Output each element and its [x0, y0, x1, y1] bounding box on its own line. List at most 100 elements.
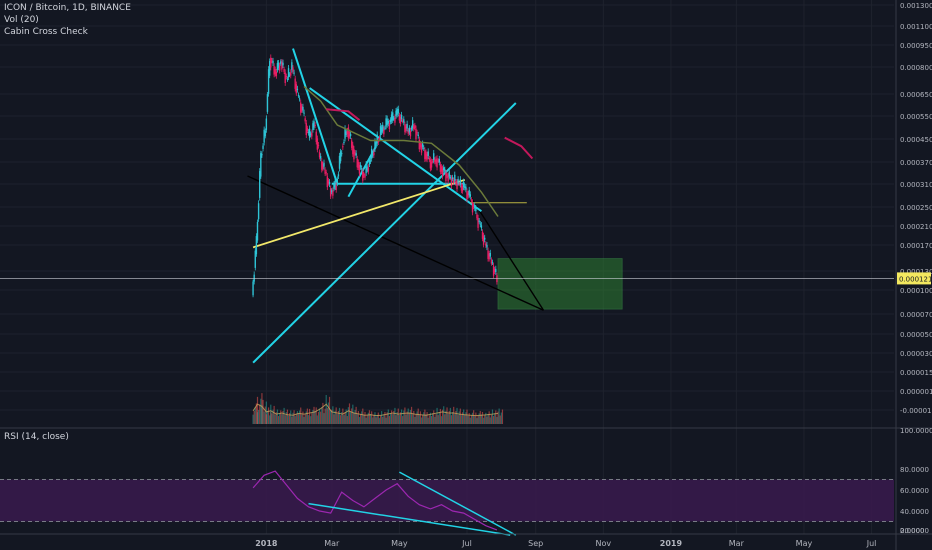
candle-body [283, 68, 285, 72]
candle-body [414, 124, 416, 129]
candle-body [392, 112, 394, 121]
candle-body [272, 60, 274, 64]
volume-bar [368, 410, 371, 424]
candle-body [491, 262, 494, 264]
volume-bar [269, 415, 271, 424]
candle-body [410, 127, 413, 130]
candle-body [395, 110, 397, 117]
candle-body [372, 154, 374, 156]
candle-body [431, 161, 434, 163]
candle-body [470, 199, 473, 201]
candle-body [285, 76, 288, 78]
volume-ma-line [252, 403, 499, 417]
volume-bar [497, 411, 499, 424]
volume-bar [259, 404, 261, 424]
candle-body [408, 127, 411, 133]
candle-body [446, 174, 448, 177]
volume-bar [437, 415, 439, 424]
candle-body [438, 158, 440, 163]
candle-body [314, 124, 316, 126]
indicator-legend[interactable]: Cabin Cross Check [4, 27, 88, 37]
candle-body [329, 188, 332, 197]
candle-body [317, 145, 320, 147]
candle-body [296, 88, 299, 90]
candle-body [364, 175, 366, 178]
volume-bar [396, 412, 398, 424]
candle-body [440, 166, 443, 172]
rsi-pane[interactable] [0, 470, 894, 536]
price-series[interactable] [252, 54, 534, 298]
volume-bar [398, 415, 400, 424]
y-tick-label: 0.0000010 [900, 388, 932, 396]
volume-bar [302, 411, 304, 424]
volume-bar [354, 409, 356, 424]
candle-body [305, 123, 307, 136]
rsi-legend[interactable]: RSI (14, close) [4, 432, 69, 442]
volume-bar [371, 411, 373, 424]
candle-body [428, 157, 431, 160]
trendline-cyan [292, 48, 339, 185]
candle-body [386, 118, 388, 125]
trendline-cyan [252, 102, 517, 364]
candle-body [363, 173, 365, 176]
volume-bar [340, 415, 342, 424]
volume-bar [384, 411, 386, 424]
candle-body [333, 183, 335, 189]
candle-body [303, 112, 305, 114]
rsi-trendline-cyan [308, 502, 511, 536]
volume-bars [252, 393, 504, 424]
chart-title[interactable]: ICON / Bitcoin, 1D, BINANCE [4, 3, 131, 13]
candle-body [349, 133, 352, 137]
x-tick-label: Sep [528, 539, 543, 548]
volume-bar [253, 410, 255, 424]
volume-bar [473, 410, 475, 424]
volume-bar [365, 417, 367, 424]
candle-body [411, 120, 414, 128]
rsi-tick-label: 80.0000 [900, 466, 929, 474]
volume-bar [313, 406, 315, 424]
candle-body [427, 151, 429, 156]
volume-bar [344, 412, 346, 424]
volume-bar [485, 412, 487, 424]
volume-bar [311, 413, 313, 424]
candle-body [306, 128, 309, 132]
candle-body [370, 148, 373, 159]
candle-body [260, 153, 262, 177]
candle-body [326, 176, 329, 188]
candle-body [418, 139, 421, 150]
volume-bar [341, 412, 343, 424]
volume-bar [274, 414, 276, 424]
volume-bar [450, 415, 453, 424]
candle-body [398, 115, 401, 121]
candle-body [274, 69, 276, 75]
volume-bar [415, 414, 417, 424]
drawing-layer[interactable] [247, 48, 623, 364]
candle-body [436, 158, 438, 168]
volume-bar [443, 406, 445, 424]
candle-body [455, 181, 457, 184]
volume-bar [412, 414, 414, 424]
volume-bar [333, 414, 335, 424]
volume-bar [310, 416, 312, 424]
rsi-tick-label: 0.0000 [900, 527, 925, 535]
candle-body [420, 145, 423, 153]
volume-bar [422, 414, 424, 424]
volume-bar [304, 414, 306, 424]
volume-bar [280, 410, 282, 424]
volume-bar [342, 408, 344, 424]
volume-bar [377, 412, 379, 424]
volume-bar [386, 412, 388, 424]
volume-bar [406, 411, 408, 424]
volume-bar [449, 407, 451, 424]
volume-legend[interactable]: Vol (20) [4, 15, 39, 25]
candle-body [425, 152, 427, 159]
candle-body [266, 94, 269, 112]
volume-bar [323, 413, 325, 424]
volume-bar [366, 415, 368, 424]
volume-bar [501, 409, 504, 424]
candle-body [469, 194, 472, 197]
